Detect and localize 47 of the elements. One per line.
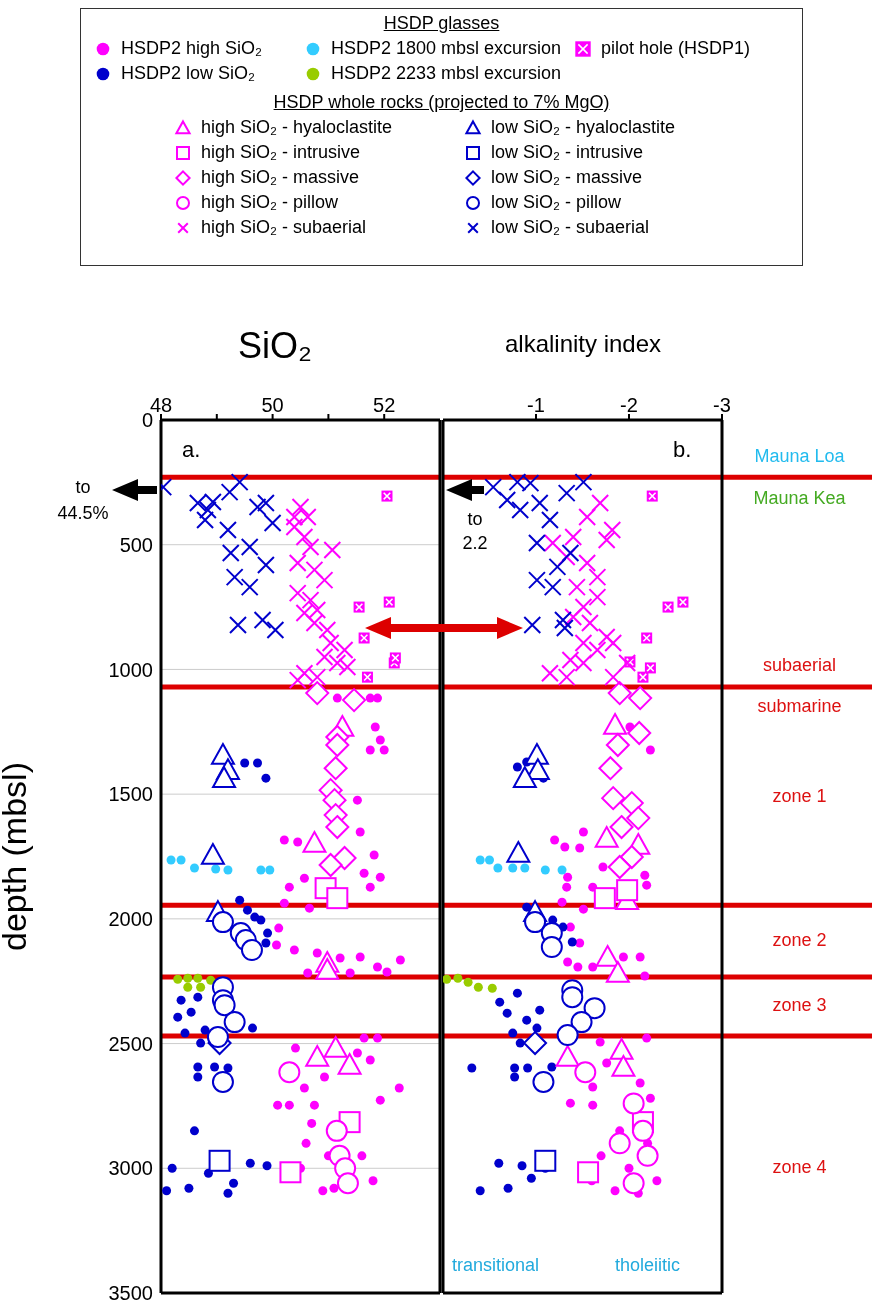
annotation: to 2.2	[461, 508, 489, 555]
legend-label: HSDP2 high SiO₂	[121, 38, 263, 59]
text: zone 3	[771, 995, 828, 1017]
x-axis-title: alkalinity index	[503, 330, 663, 358]
text: Mauna Kea	[752, 487, 847, 509]
legend-label: HSDP2 2233 mbsl excursion	[331, 63, 562, 84]
text: HSDP whole rocks (projected to 7% MgO)	[272, 92, 611, 113]
annotation: a.	[182, 437, 201, 463]
text: zone 1	[771, 785, 828, 807]
text: zone 4	[771, 1157, 828, 1179]
text: subaerial	[761, 654, 837, 676]
annotation: b.	[673, 437, 692, 463]
y-tick-label: 3000	[108, 1157, 153, 1180]
text: to 44.5%	[56, 476, 110, 525]
legend-label: low SiO₂ - massive	[491, 167, 643, 188]
legend-label: low SiO₂ - hyaloclastite	[491, 117, 676, 138]
text: zone 2	[771, 930, 828, 952]
legend-label: HSDP2 1800 mbsl excursion	[331, 38, 562, 59]
y-tick-label: 2500	[108, 1032, 153, 1055]
annotation: transitional	[452, 1255, 540, 1276]
legend-label: high SiO₂ - hyaloclastite	[201, 117, 393, 138]
y-axis-title: depth (mbsl)	[0, 762, 34, 951]
legend-label: high SiO₂ - pillow	[201, 192, 339, 213]
legend-title: HSDP glasses	[382, 13, 501, 34]
legend-label: HSDP2 low SiO₂	[121, 63, 256, 84]
text: Mauna Loa	[753, 446, 846, 468]
x-tick-label: -1	[527, 394, 545, 416]
x-tick-label: -2	[620, 394, 638, 416]
y-tick-label: 500	[119, 533, 153, 556]
y-tick-label: 0	[141, 409, 153, 432]
legend-label: low SiO₂ - subaerial	[491, 217, 650, 238]
legend-label: low SiO₂ - pillow	[491, 192, 622, 213]
legend-label: pilot hole (HSDP1)	[601, 38, 751, 59]
annotation: tholeiitic	[615, 1255, 681, 1276]
legend-label: high SiO₂ - subaerial	[201, 217, 367, 238]
x-tick-label: -3	[713, 394, 731, 416]
y-tick-label: 1000	[108, 658, 153, 681]
y-tick-label: 3500	[108, 1282, 153, 1302]
x-axis-title: SiO₂	[237, 325, 313, 367]
legend-label: high SiO₂ - massive	[201, 167, 360, 188]
y-tick-label: 2000	[108, 907, 153, 930]
text: submarine	[756, 695, 843, 717]
legend-label: low SiO₂ - intrusive	[491, 142, 644, 163]
y-tick-label: 1500	[108, 783, 153, 806]
legend-label: high SiO₂ - intrusive	[201, 142, 361, 163]
x-tick-label: 52	[373, 394, 396, 416]
x-tick-label: 50	[261, 394, 284, 416]
